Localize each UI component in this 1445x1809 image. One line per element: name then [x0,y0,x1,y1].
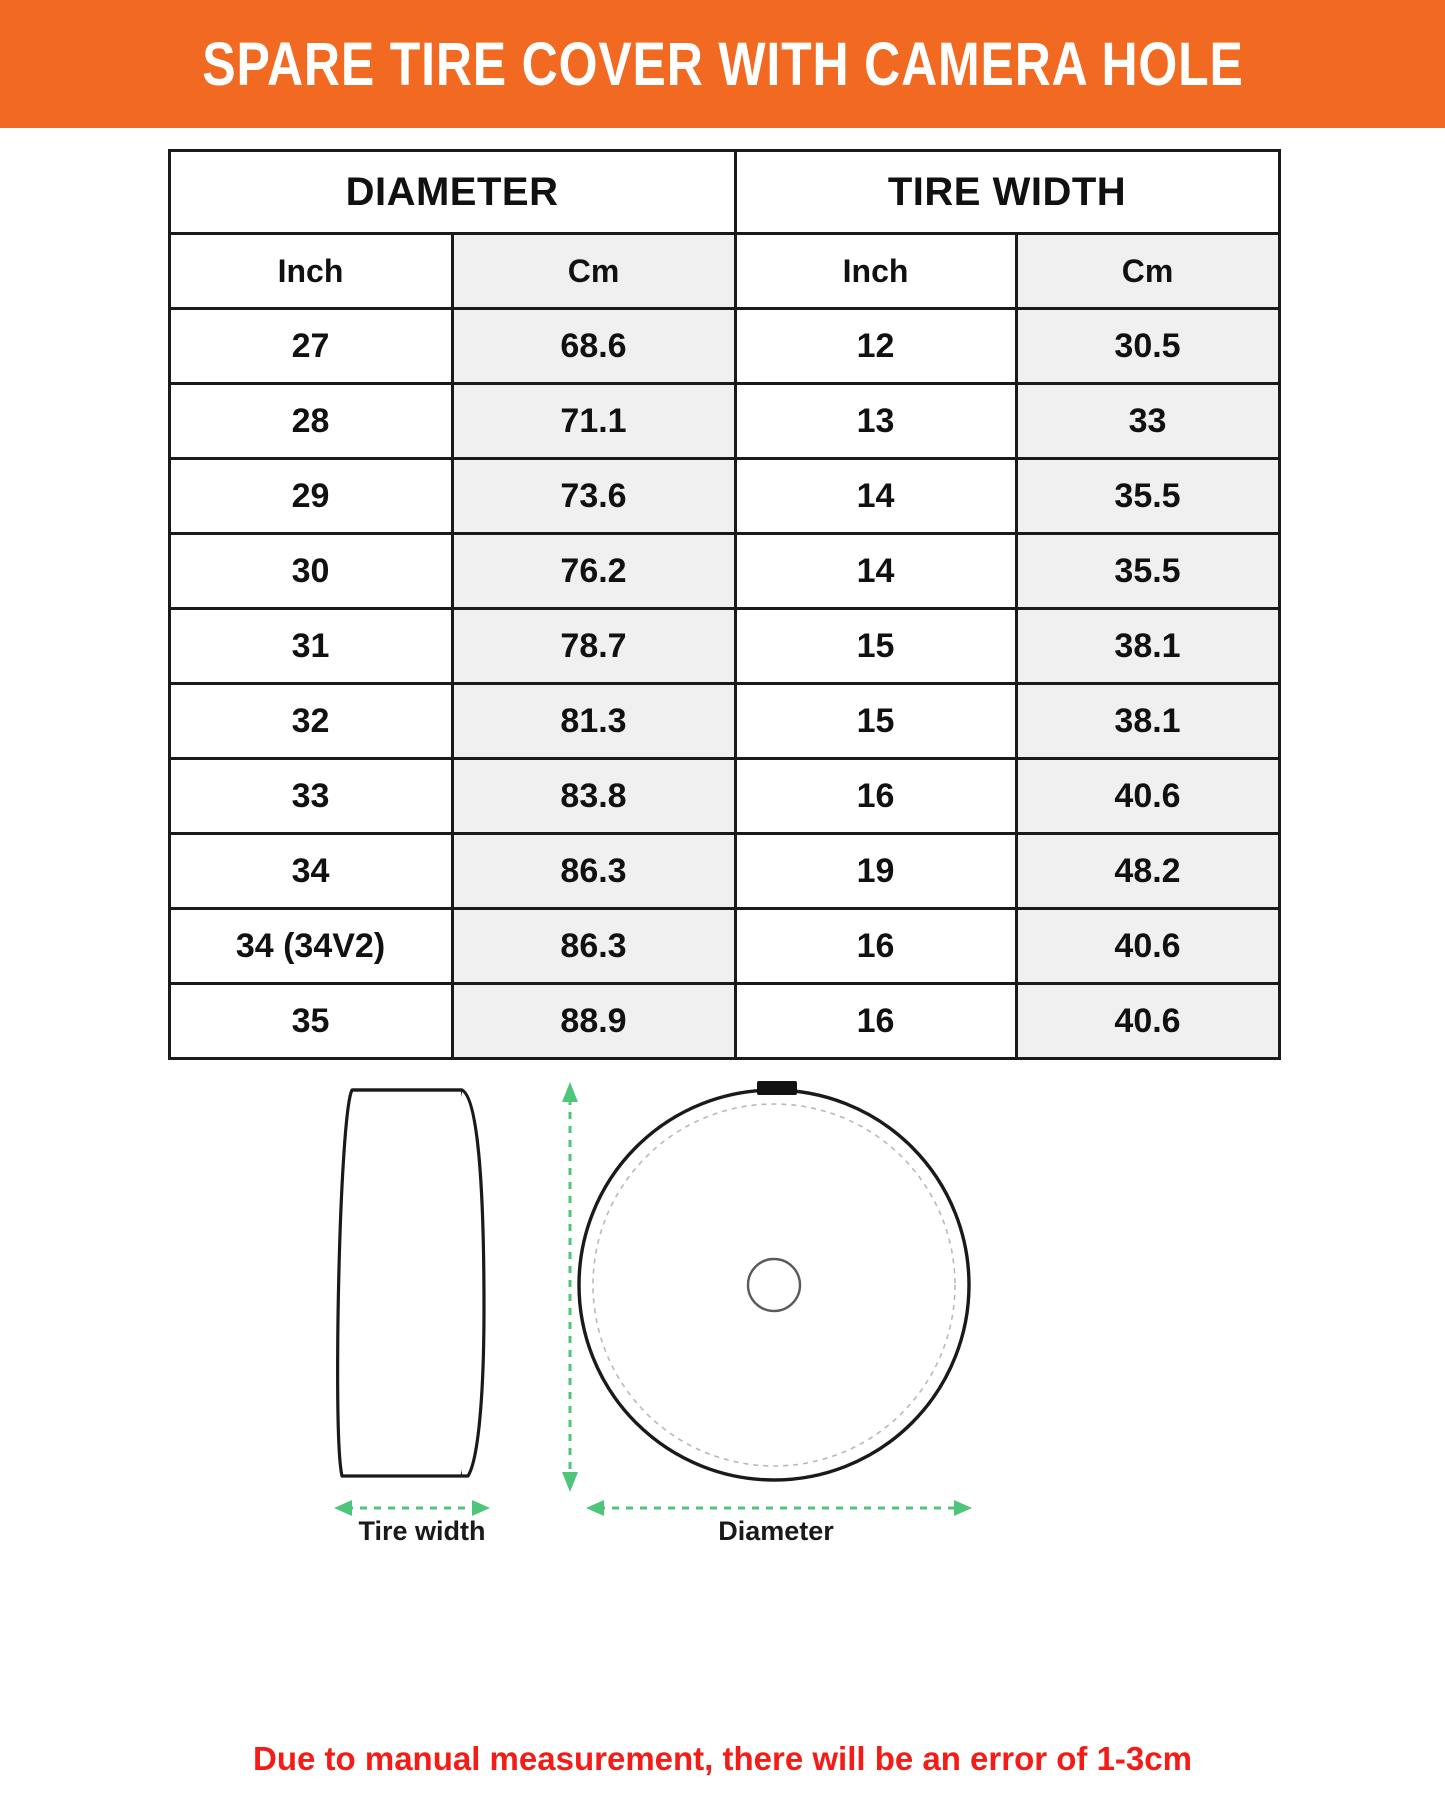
size-chart-table: DIAMETER TIRE WIDTH Inch Cm Inch Cm 27 6… [167,149,1281,1060]
table-row: 27 68.6 12 30.5 [167,307,1281,385]
diameter-label: Diameter [718,1516,834,1546]
cell-diameter-cm: 76.2 [450,532,737,610]
center-hub-circle [746,1257,802,1313]
tire-width-horizontal-arrow [334,1500,490,1516]
diameter-vertical-arrow [562,1082,578,1492]
tire-cover-inner-dashed-circle [592,1103,956,1467]
cell-diameter-inch: 29 [167,457,454,535]
cell-width-cm: 40.6 [1014,982,1281,1060]
cell-diameter-inch: 34 (34V2) [167,907,454,985]
cell-diameter-inch: 33 [167,757,454,835]
cell-diameter-cm: 83.8 [450,757,737,835]
table-group-header-row: DIAMETER TIRE WIDTH [167,149,1281,235]
cell-width-inch: 19 [733,832,1018,910]
cell-diameter-cm: 71.1 [450,382,737,460]
cell-width-inch: 12 [733,307,1018,385]
column-group-diameter: DIAMETER [167,149,737,235]
column-group-tire-width: TIRE WIDTH [733,149,1281,235]
cell-diameter-inch: 34 [167,832,454,910]
cell-width-inch: 14 [733,457,1018,535]
cell-diameter-cm: 86.3 [450,832,737,910]
cell-width-cm: 38.1 [1014,682,1281,760]
cell-width-inch: 16 [733,757,1018,835]
header-banner: SPARE TIRE COVER WITH CAMERA HOLE [0,0,1445,128]
column-header-width-cm: Cm [1014,232,1281,310]
size-chart-table-wrapper: DIAMETER TIRE WIDTH Inch Cm Inch Cm 27 6… [167,149,1281,1060]
cell-width-inch: 15 [733,682,1018,760]
cell-width-cm: 38.1 [1014,607,1281,685]
table-row: 35 88.9 16 40.6 [167,982,1281,1060]
cell-width-cm: 40.6 [1014,907,1281,985]
cell-width-inch: 13 [733,382,1018,460]
cell-diameter-inch: 30 [167,532,454,610]
diameter-horizontal-arrow [586,1500,972,1516]
table-row: 31 78.7 15 38.1 [167,607,1281,685]
cell-diameter-inch: 28 [167,382,454,460]
column-header-diameter-inch: Inch [167,232,454,310]
diagram-svg [334,1081,972,1516]
cell-diameter-cm: 78.7 [450,607,737,685]
measurement-disclaimer: Due to manual measurement, there will be… [253,1740,1192,1777]
cell-width-inch: 15 [733,607,1018,685]
cell-width-inch: 16 [733,982,1018,1060]
cell-width-cm: 40.6 [1014,757,1281,835]
cell-diameter-inch: 32 [167,682,454,760]
table-row: 33 83.8 16 40.6 [167,757,1281,835]
cell-width-cm: 35.5 [1014,457,1281,535]
table-row: 30 76.2 14 35.5 [167,532,1281,610]
table-row: 34 86.3 19 48.2 [167,832,1281,910]
table-row: 32 81.3 15 38.1 [167,682,1281,760]
tire-width-label: Tire width [358,1516,486,1546]
cell-diameter-cm: 81.3 [450,682,737,760]
camera-hole-icon [757,1081,797,1095]
table-row: 29 73.6 14 35.5 [167,457,1281,535]
table-row: 34 (34V2) 86.3 16 40.6 [167,907,1281,985]
column-header-width-inch: Inch [733,232,1018,310]
table-unit-header-row: Inch Cm Inch Cm [167,232,1281,310]
cell-width-cm: 33 [1014,382,1281,460]
cell-diameter-inch: 31 [167,607,454,685]
cell-diameter-cm: 68.6 [450,307,737,385]
cell-diameter-cm: 73.6 [450,457,737,535]
cell-width-cm: 30.5 [1014,307,1281,385]
cell-width-inch: 16 [733,907,1018,985]
cell-diameter-inch: 27 [167,307,454,385]
cell-diameter-inch: 35 [167,982,454,1060]
measurement-diagram: Tire width Diameter [0,1068,1445,1608]
cell-diameter-cm: 86.3 [450,907,737,985]
side-view-illustration [336,1088,486,1478]
cell-width-cm: 35.5 [1014,532,1281,610]
page-title: SPARE TIRE COVER WITH CAMERA HOLE [201,30,1244,98]
cell-width-inch: 14 [733,532,1018,610]
diagram-captions: Tire width Diameter [0,1516,1445,1556]
table-row: 28 71.1 13 33 [167,382,1281,460]
cell-width-cm: 48.2 [1014,832,1281,910]
cell-diameter-cm: 88.9 [450,982,737,1060]
column-header-diameter-cm: Cm [450,232,737,310]
front-view-illustration [577,1081,971,1482]
